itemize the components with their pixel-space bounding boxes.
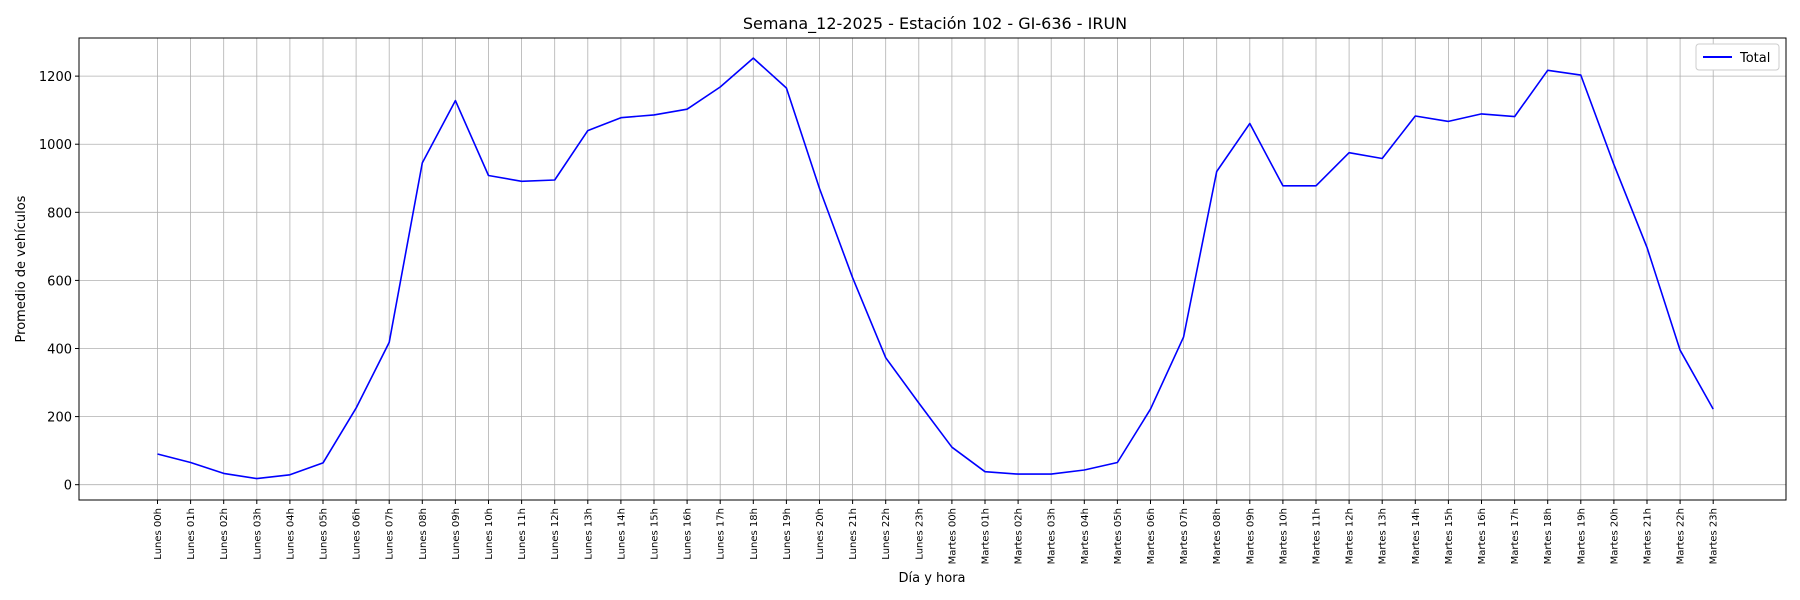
y-tick-label: 200 [47,411,72,426]
y-tick-label: 400 [47,342,72,357]
x-tick-label: Lunes 03h [252,508,263,560]
x-tick-label: Martes 01h [981,508,992,564]
y-axis-ticks: 0 200 400 600 800 1000 1200 [39,70,79,494]
x-tick-label: Martes 17h [1510,508,1521,564]
x-tick-label: Martes 23h [1709,508,1720,564]
x-tick-label: Martes 13h [1378,508,1389,564]
y-tick-label: 800 [47,206,72,221]
x-tick-label: Martes 02h [1014,508,1025,564]
x-tick-label: Martes 15h [1444,508,1455,564]
x-axis-label: Día y hora [898,571,965,586]
x-tick-label: Lunes 19h [782,508,793,560]
x-tick-label: Lunes 22h [881,508,892,560]
x-tick-label: Lunes 15h [650,508,661,560]
x-tick-label: Lunes 20h [815,508,826,560]
legend-box [1695,43,1780,71]
plot-frame [78,37,1787,501]
x-tick-label: Lunes 11h [517,508,528,560]
x-tick-label: Lunes 04h [285,508,296,560]
x-tick-label: Martes 10h [1278,508,1289,564]
series-group [157,57,1714,480]
x-tick-label: Martes 05h [1113,508,1124,564]
grid-lines [79,38,1786,500]
y-tick-label: 1200 [39,70,72,85]
x-tick-label: Lunes 12h [550,508,561,560]
x-tick-label: Lunes 06h [352,508,363,560]
x-tick-label: Martes 16h [1477,508,1488,564]
y-tick-label: 600 [47,274,72,289]
x-tick-label: Lunes 08h [418,508,429,560]
x-tick-label: Martes 04h [1080,508,1091,564]
x-tick-label: Lunes 14h [616,508,627,560]
x-tick-label: Lunes 01h [186,508,197,560]
x-tick-label: Lunes 23h [914,508,925,560]
x-tick-label: Martes 07h [1179,508,1190,564]
x-tick-label: Martes 08h [1212,508,1223,564]
x-tick-label: Lunes 21h [848,508,859,560]
x-tick-label: Martes 21h [1643,508,1654,564]
x-tick-label: Martes 20h [1609,508,1620,564]
x-tick-label: Martes 12h [1345,508,1356,564]
x-tick-label: Martes 03h [1047,508,1058,564]
x-tick-label: Martes 06h [1146,508,1157,564]
x-tick-label: Lunes 09h [451,508,462,560]
x-tick-label: Lunes 13h [583,508,594,560]
x-tick-label: Martes 00h [947,508,958,564]
x-tick-label: Lunes 07h [385,508,396,560]
x-tick-label: Martes 09h [1245,508,1256,564]
legend: Total [1695,43,1780,71]
y-tick-label: 1000 [39,138,72,153]
x-tick-label: Lunes 16h [683,508,694,560]
y-axis-label: Promedio de vehículos [14,195,29,342]
series-line-total [157,57,1714,480]
x-tick-label: Lunes 10h [484,508,495,560]
legend-label-total: Total [1739,51,1770,66]
x-tick-label: Lunes 18h [749,508,760,560]
x-tick-label: Martes 18h [1543,508,1554,564]
x-tick-label: Martes 19h [1576,508,1587,564]
x-tick-label: Lunes 05h [319,508,330,560]
x-tick-label: Martes 22h [1676,508,1687,564]
x-tick-label: Martes 11h [1312,508,1323,564]
chart-title: Semana_12-2025 - Estación 102 - GI-636 -… [743,14,1127,34]
x-tick-label: Martes 14h [1411,508,1422,564]
x-axis-ticks: Lunes 00h Lunes 01h Lunes 02h Lunes 03h Lune… [153,500,1720,564]
x-tick-label: Lunes 00h [153,508,164,560]
x-tick-label: Lunes 17h [716,508,727,560]
x-tick-label: Lunes 02h [219,508,230,560]
y-tick-label: 0 [64,479,72,494]
